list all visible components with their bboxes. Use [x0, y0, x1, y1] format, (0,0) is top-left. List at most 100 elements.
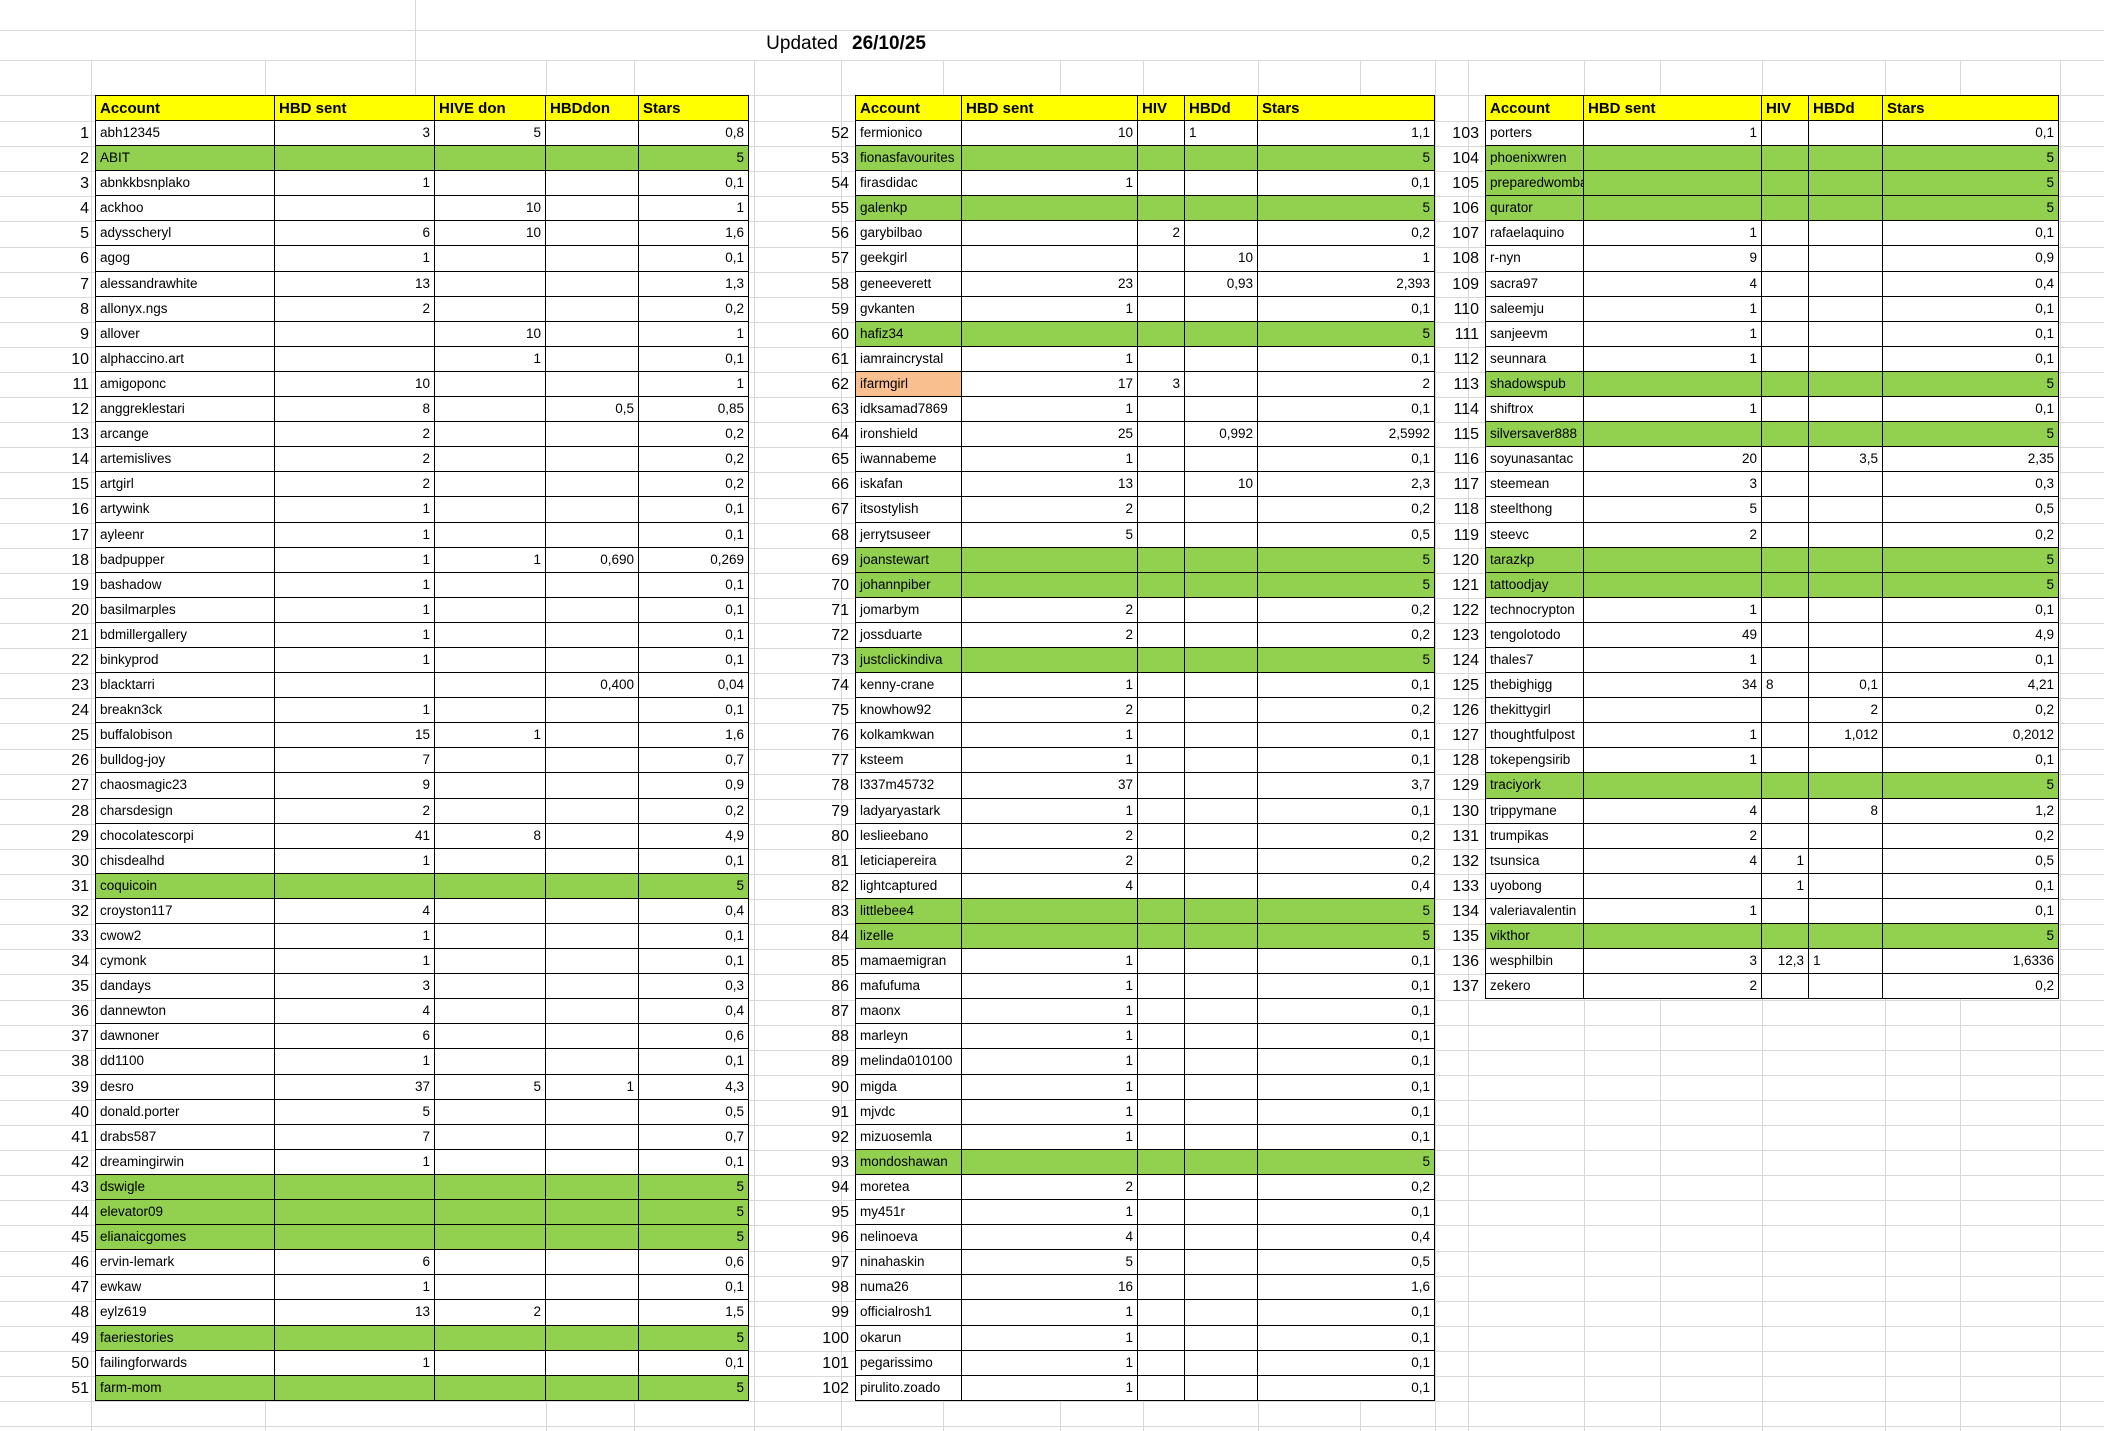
- hbd-sent-cell[interactable]: 1: [1584, 748, 1762, 774]
- stars-cell[interactable]: 0,2: [1258, 848, 1435, 874]
- account-cell[interactable]: marleyn: [855, 1024, 962, 1050]
- hive-don-cell[interactable]: [1762, 221, 1809, 247]
- hbd-don-cell[interactable]: [1809, 422, 1883, 448]
- account-cell[interactable]: officialrosh1: [855, 1300, 962, 1326]
- hbd-sent-cell[interactable]: 1: [962, 798, 1138, 824]
- row-number[interactable]: 71: [831, 601, 849, 619]
- row-number[interactable]: 61: [831, 350, 849, 368]
- hbd-don-cell[interactable]: [1185, 1350, 1258, 1376]
- hive-don-cell[interactable]: [1762, 346, 1809, 372]
- hbd-sent-cell[interactable]: 17: [962, 371, 1138, 398]
- row-number[interactable]: 76: [831, 727, 849, 745]
- hive-don-cell[interactable]: [435, 999, 546, 1025]
- hbd-sent-cell[interactable]: [962, 1149, 1138, 1175]
- account-cell[interactable]: arcange: [95, 422, 275, 448]
- row-number[interactable]: 136: [1452, 953, 1479, 971]
- hbd-sent-cell[interactable]: 1: [1584, 221, 1762, 247]
- hbd-sent-cell[interactable]: 1: [275, 522, 435, 548]
- account-cell[interactable]: basilmarples: [95, 597, 275, 623]
- row-number[interactable]: 126: [1452, 702, 1479, 720]
- hbd-sent-cell[interactable]: 1: [962, 1124, 1138, 1150]
- row-number[interactable]: 86: [831, 978, 849, 996]
- stars-cell[interactable]: 5: [1258, 196, 1435, 222]
- hbd-sent-cell[interactable]: 4: [275, 898, 435, 924]
- row-number[interactable]: 117: [1453, 476, 1479, 494]
- hbd-sent-cell[interactable]: [1584, 698, 1762, 724]
- row-number[interactable]: 31: [71, 877, 89, 895]
- hive-don-cell[interactable]: [1762, 723, 1809, 749]
- hive-don-cell[interactable]: [435, 1174, 546, 1201]
- hbd-sent-cell[interactable]: [1584, 422, 1762, 448]
- hive-don-cell[interactable]: [435, 171, 546, 197]
- hive-don-cell[interactable]: [1138, 547, 1185, 573]
- row-number[interactable]: 4: [80, 200, 89, 218]
- account-cell[interactable]: ifarmgirl: [855, 371, 962, 398]
- account-cell[interactable]: technocrypton: [1485, 597, 1584, 623]
- stars-cell[interactable]: 0,1: [639, 949, 749, 975]
- row-number[interactable]: 50: [71, 1354, 89, 1372]
- hive-don-cell[interactable]: [1138, 698, 1185, 724]
- hbd-sent-cell[interactable]: 1: [1584, 296, 1762, 322]
- hbd-sent-cell[interactable]: 1: [1584, 898, 1762, 924]
- hive-don-cell[interactable]: [435, 497, 546, 523]
- stars-cell[interactable]: 0,5: [1258, 522, 1435, 548]
- account-cell[interactable]: ironshield: [855, 422, 962, 448]
- updated-date[interactable]: 26/10/25: [852, 33, 926, 54]
- stars-cell[interactable]: 0,2: [1258, 597, 1435, 623]
- hbd-don-cell[interactable]: [546, 999, 639, 1025]
- hbd-don-cell[interactable]: [1185, 346, 1258, 372]
- row-number[interactable]: 17: [71, 526, 89, 544]
- hbd-sent-cell[interactable]: [275, 1225, 435, 1251]
- hbd-don-cell[interactable]: [1185, 447, 1258, 473]
- account-cell[interactable]: qurator: [1485, 196, 1584, 222]
- hbd-don-cell[interactable]: [546, 723, 639, 749]
- hbd-sent-cell[interactable]: [1584, 873, 1762, 899]
- hbd-don-cell[interactable]: [1809, 221, 1883, 247]
- row-number[interactable]: 127: [1452, 727, 1479, 745]
- stars-cell[interactable]: 0,1: [1258, 1350, 1435, 1376]
- hive-don-cell[interactable]: 1: [435, 346, 546, 372]
- stars-cell[interactable]: 1: [639, 196, 749, 222]
- account-cell[interactable]: fionasfavourites: [855, 146, 962, 172]
- stars-cell[interactable]: 5: [1883, 196, 2059, 222]
- hbd-don-cell[interactable]: 0,5: [546, 397, 639, 423]
- hive-don-cell[interactable]: [1138, 999, 1185, 1025]
- hive-don-header[interactable]: HIV: [1138, 95, 1185, 121]
- hbd-sent-cell[interactable]: 6: [275, 1250, 435, 1276]
- account-cell[interactable]: charsdesign: [95, 798, 275, 824]
- stars-cell[interactable]: 0,1: [1258, 974, 1435, 1000]
- stars-cell[interactable]: 0,1: [1258, 999, 1435, 1025]
- row-number[interactable]: 27: [71, 777, 89, 795]
- account-cell[interactable]: bulldog-joy: [95, 748, 275, 774]
- hbd-sent-cell[interactable]: 1: [275, 597, 435, 623]
- stars-cell[interactable]: 0,4: [1883, 271, 2059, 297]
- stars-cell[interactable]: 0,2: [1258, 698, 1435, 724]
- hbd-don-cell[interactable]: [546, 1049, 639, 1075]
- hive-don-cell[interactable]: [1138, 296, 1185, 322]
- stars-cell[interactable]: 0,1: [639, 1350, 749, 1376]
- hbd-don-cell[interactable]: [1185, 748, 1258, 774]
- hbd-don-cell[interactable]: [546, 748, 639, 774]
- row-number[interactable]: 87: [831, 1003, 849, 1021]
- hbd-don-cell[interactable]: [1809, 121, 1883, 147]
- stars-cell[interactable]: 0,1: [1883, 597, 2059, 623]
- account-cell[interactable]: jossduarte: [855, 622, 962, 648]
- row-number[interactable]: 63: [831, 401, 849, 419]
- stars-cell[interactable]: 1,6: [639, 221, 749, 247]
- account-cell[interactable]: joanstewart: [855, 547, 962, 573]
- row-number[interactable]: 40: [71, 1103, 89, 1121]
- hive-don-cell[interactable]: [435, 798, 546, 824]
- hbd-don-cell[interactable]: [546, 898, 639, 924]
- hive-don-cell[interactable]: [1762, 522, 1809, 548]
- hbd-sent-cell[interactable]: 1: [962, 1350, 1138, 1376]
- hbd-don-cell[interactable]: [1185, 1300, 1258, 1326]
- account-cell[interactable]: iskafan: [855, 472, 962, 498]
- hbd-sent-cell[interactable]: 41: [275, 823, 435, 849]
- hbd-sent-cell[interactable]: 7: [275, 1124, 435, 1150]
- row-number[interactable]: 16: [71, 501, 89, 519]
- stars-cell[interactable]: 0,2: [1258, 1174, 1435, 1201]
- stars-cell[interactable]: 5: [1258, 898, 1435, 924]
- hive-don-cell[interactable]: [1138, 1350, 1185, 1376]
- account-cell[interactable]: sacra97: [1485, 271, 1584, 297]
- hbd-sent-cell[interactable]: 1: [275, 848, 435, 874]
